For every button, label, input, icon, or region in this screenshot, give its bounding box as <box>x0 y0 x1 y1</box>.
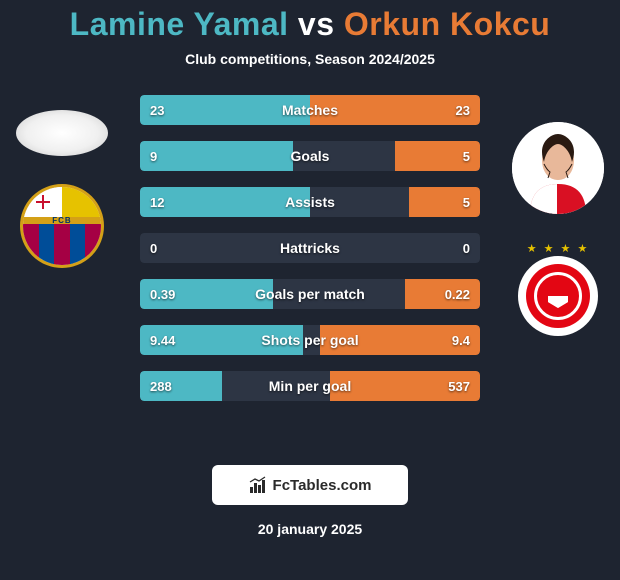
date-text: 20 january 2025 <box>0 521 620 537</box>
branding-card: FcTables.com <box>212 465 408 505</box>
stat-label: Matches <box>140 95 480 125</box>
vs-text: vs <box>298 6 335 42</box>
stat-label: Goals per match <box>140 279 480 309</box>
chart-icon <box>249 476 267 494</box>
club-left-badge: FCB <box>16 180 108 272</box>
subtitle: Club competitions, Season 2024/2025 <box>0 51 620 67</box>
player-right-name: Orkun Kokcu <box>344 6 550 42</box>
stat-label: Min per goal <box>140 371 480 401</box>
stat-label: Goals <box>140 141 480 171</box>
stat-row: 0.390.22Goals per match <box>140 279 480 309</box>
player-right-avatar <box>512 122 604 214</box>
branding-text: FcTables.com <box>273 477 372 494</box>
stat-row: 95Goals <box>140 141 480 171</box>
fcb-text: FCB <box>23 217 101 225</box>
comparison-title: Lamine Yamal vs Orkun Kokcu <box>0 0 620 43</box>
club-right-badge: ★ ★ ★ ★ <box>512 250 604 342</box>
stat-row: 2323Matches <box>140 95 480 125</box>
stat-row: 288537Min per goal <box>140 371 480 401</box>
player-left-name: Lamine Yamal <box>70 6 289 42</box>
benfica-stars-icon: ★ ★ ★ ★ <box>518 242 598 255</box>
stat-label: Shots per goal <box>140 325 480 355</box>
stat-label: Hattricks <box>140 233 480 263</box>
stat-row: 00Hattricks <box>140 233 480 263</box>
stat-label: Assists <box>140 187 480 217</box>
stat-row: 125Assists <box>140 187 480 217</box>
player-left-avatar <box>16 110 108 156</box>
stat-row: 9.449.4Shots per goal <box>140 325 480 355</box>
